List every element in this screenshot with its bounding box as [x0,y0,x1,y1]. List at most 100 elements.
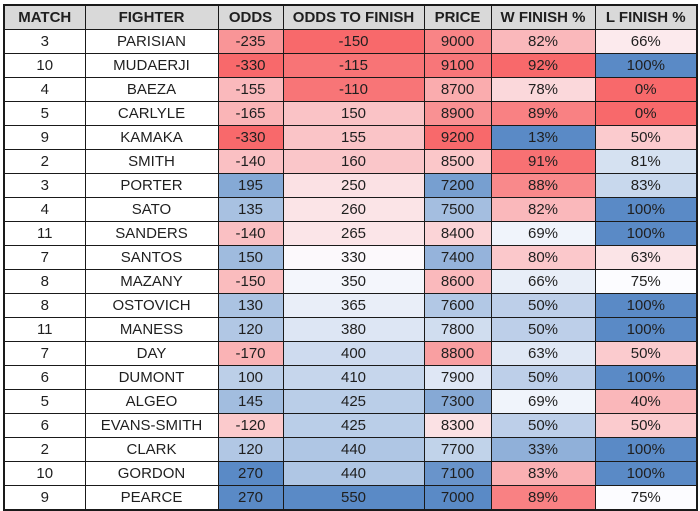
cell-fighter[interactable]: SANDERS [84,221,219,246]
cell-odds-to-finish[interactable]: 550 [282,485,425,511]
cell-odds[interactable]: -150 [217,269,284,294]
cell-w-finish-pct[interactable]: 69% [490,389,596,414]
cell-w-finish-pct[interactable]: 69% [490,221,596,246]
cell-match[interactable]: 3 [3,173,86,198]
cell-match[interactable]: 3 [3,29,86,54]
cell-odds[interactable]: -235 [217,29,284,54]
cell-match[interactable]: 10 [3,53,86,78]
cell-w-finish-pct[interactable]: 50% [490,293,596,318]
cell-l-finish-pct[interactable]: 100% [594,53,698,78]
cell-fighter[interactable]: SATO [84,197,219,222]
cell-price[interactable]: 7500 [423,197,492,222]
cell-fighter[interactable]: SMITH [84,149,219,174]
cell-match[interactable]: 5 [3,101,86,126]
cell-fighter[interactable]: DAY [84,341,219,366]
cell-w-finish-pct[interactable]: 50% [490,317,596,342]
cell-l-finish-pct[interactable]: 83% [594,173,698,198]
cell-odds[interactable]: -120 [217,413,284,438]
cell-price[interactable]: 9200 [423,125,492,150]
cell-w-finish-pct[interactable]: 88% [490,173,596,198]
cell-odds-to-finish[interactable]: 380 [282,317,425,342]
cell-price[interactable]: 7700 [423,437,492,462]
cell-match[interactable]: 4 [3,77,86,102]
cell-l-finish-pct[interactable]: 40% [594,389,698,414]
cell-fighter[interactable]: KAMAKA [84,125,219,150]
cell-price[interactable]: 7300 [423,389,492,414]
cell-odds[interactable]: -140 [217,149,284,174]
column-header-odds[interactable]: ODDS [217,4,284,30]
cell-l-finish-pct[interactable]: 100% [594,461,698,486]
cell-fighter[interactable]: DUMONT [84,365,219,390]
cell-fighter[interactable]: PARISIAN [84,29,219,54]
cell-l-finish-pct[interactable]: 100% [594,365,698,390]
cell-match[interactable]: 9 [3,485,86,511]
cell-odds[interactable]: 270 [217,461,284,486]
cell-odds-to-finish[interactable]: 425 [282,389,425,414]
cell-price[interactable]: 7900 [423,365,492,390]
cell-w-finish-pct[interactable]: 89% [490,101,596,126]
cell-l-finish-pct[interactable]: 50% [594,125,698,150]
cell-odds[interactable]: -140 [217,221,284,246]
cell-price[interactable]: 8900 [423,101,492,126]
cell-odds[interactable]: 270 [217,485,284,511]
cell-odds-to-finish[interactable]: 160 [282,149,425,174]
cell-price[interactable]: 7200 [423,173,492,198]
cell-l-finish-pct[interactable]: 100% [594,221,698,246]
cell-odds[interactable]: -330 [217,53,284,78]
cell-l-finish-pct[interactable]: 0% [594,101,698,126]
cell-fighter[interactable]: PORTER [84,173,219,198]
cell-l-finish-pct[interactable]: 50% [594,413,698,438]
column-header-price[interactable]: PRICE [423,4,492,30]
cell-l-finish-pct[interactable]: 100% [594,317,698,342]
cell-w-finish-pct[interactable]: 91% [490,149,596,174]
cell-odds[interactable]: 195 [217,173,284,198]
cell-match[interactable]: 9 [3,125,86,150]
cell-price[interactable]: 9000 [423,29,492,54]
cell-odds-to-finish[interactable]: 250 [282,173,425,198]
cell-odds[interactable]: -155 [217,77,284,102]
cell-fighter[interactable]: EVANS-SMITH [84,413,219,438]
cell-fighter[interactable]: MAZANY [84,269,219,294]
cell-fighter[interactable]: MUDAERJI [84,53,219,78]
cell-match[interactable]: 11 [3,221,86,246]
cell-fighter[interactable]: ALGEO [84,389,219,414]
cell-odds-to-finish[interactable]: 150 [282,101,425,126]
cell-odds[interactable]: 120 [217,317,284,342]
cell-fighter[interactable]: MANESS [84,317,219,342]
cell-w-finish-pct[interactable]: 92% [490,53,596,78]
cell-price[interactable]: 8300 [423,413,492,438]
cell-w-finish-pct[interactable]: 83% [490,461,596,486]
cell-fighter[interactable]: PEARCE [84,485,219,511]
cell-price[interactable]: 7600 [423,293,492,318]
cell-match[interactable]: 6 [3,413,86,438]
cell-price[interactable]: 8600 [423,269,492,294]
cell-odds-to-finish[interactable]: -110 [282,77,425,102]
cell-fighter[interactable]: OSTOVICH [84,293,219,318]
cell-match[interactable]: 11 [3,317,86,342]
cell-w-finish-pct[interactable]: 80% [490,245,596,270]
cell-match[interactable]: 2 [3,149,86,174]
cell-l-finish-pct[interactable]: 63% [594,245,698,270]
cell-price[interactable]: 7100 [423,461,492,486]
cell-l-finish-pct[interactable]: 75% [594,269,698,294]
cell-fighter[interactable]: CARLYLE [84,101,219,126]
cell-fighter[interactable]: BAEZA [84,77,219,102]
cell-odds[interactable]: 150 [217,245,284,270]
cell-odds[interactable]: -170 [217,341,284,366]
cell-price[interactable]: 7800 [423,317,492,342]
cell-price[interactable]: 8800 [423,341,492,366]
cell-price[interactable]: 8500 [423,149,492,174]
cell-w-finish-pct[interactable]: 33% [490,437,596,462]
cell-w-finish-pct[interactable]: 78% [490,77,596,102]
cell-fighter[interactable]: GORDON [84,461,219,486]
cell-price[interactable]: 8400 [423,221,492,246]
cell-odds[interactable]: 130 [217,293,284,318]
cell-l-finish-pct[interactable]: 100% [594,293,698,318]
cell-w-finish-pct[interactable]: 66% [490,269,596,294]
cell-match[interactable]: 8 [3,293,86,318]
cell-odds-to-finish[interactable]: 400 [282,341,425,366]
column-header-w-finish-pct[interactable]: W FINISH % [490,4,596,30]
cell-odds-to-finish[interactable]: 155 [282,125,425,150]
cell-odds-to-finish[interactable]: 425 [282,413,425,438]
column-header-fighter[interactable]: FIGHTER [84,4,219,30]
